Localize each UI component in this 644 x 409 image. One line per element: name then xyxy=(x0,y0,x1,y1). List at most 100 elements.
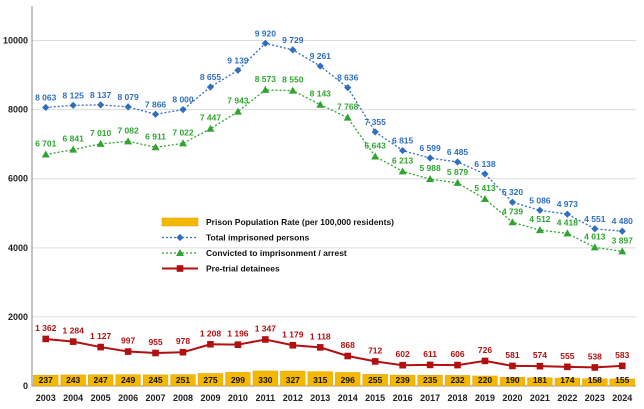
rate-bar-label: 251 xyxy=(176,375,190,385)
rate-bar xyxy=(33,374,59,387)
conv-data-label: 6 213 xyxy=(392,155,414,165)
total-data-label: 8 000 xyxy=(172,95,194,105)
axes: 0 2000 4000 6000 8000 10000 2003 2004 2005 2006 20… xyxy=(3,6,636,403)
y-tick-label: 4000 xyxy=(8,243,28,253)
rate-bar xyxy=(252,370,278,387)
total-point xyxy=(536,206,544,214)
rate-bar-label: 174 xyxy=(560,375,574,385)
pre-data-label: 574 xyxy=(533,350,547,360)
total-point xyxy=(234,66,242,74)
total-point xyxy=(508,198,517,206)
x-tick-label: 2011 xyxy=(256,393,276,403)
total-point xyxy=(399,146,407,155)
pre-point xyxy=(564,363,571,371)
pre-point xyxy=(124,348,132,355)
rate-bar-label: 235 xyxy=(423,375,437,385)
rate-bar-label: 158 xyxy=(588,375,602,385)
conv-data-label: 5 988 xyxy=(419,163,441,173)
pre-point xyxy=(179,348,187,356)
total-point xyxy=(618,227,626,235)
pre-point xyxy=(591,364,599,371)
conv-point xyxy=(398,167,407,175)
total-data-label: 9 920 xyxy=(255,28,277,38)
total-data-label: 4 973 xyxy=(557,199,579,209)
pre-point xyxy=(344,352,352,360)
x-tick-label: 2003 xyxy=(36,393,56,403)
pre-point xyxy=(618,362,626,370)
pre-data-label: 1 208 xyxy=(200,328,222,338)
total-data-label: 9 261 xyxy=(310,51,332,61)
pre-point xyxy=(509,362,516,370)
legend-marker-pre xyxy=(176,265,184,272)
pre-data-label: 1 118 xyxy=(310,331,331,341)
pre-data-label: 538 xyxy=(588,351,602,361)
line-series xyxy=(41,39,627,371)
pre-series-line xyxy=(45,337,623,369)
x-tick-label: 2021 xyxy=(530,393,550,403)
legend-swatch-rate xyxy=(161,217,199,227)
x-tick-label: 2018 xyxy=(448,393,468,403)
pre-data-label: 1 196 xyxy=(227,329,249,339)
pre-data-label: 1 362 xyxy=(35,323,57,333)
pre-point xyxy=(399,361,406,369)
pre-point xyxy=(316,344,324,351)
pre-data-label: 602 xyxy=(396,349,410,359)
rate-bar-label: 190 xyxy=(505,375,519,385)
rate-bar-label: 181 xyxy=(533,375,547,385)
x-tick-label: 2020 xyxy=(502,393,522,403)
pre-data-label: 978 xyxy=(176,336,190,346)
rate-bar-label: 232 xyxy=(450,375,464,385)
total-point xyxy=(481,170,489,178)
conv-point xyxy=(206,124,215,132)
data-labels: 237 243 247 249 245 251 275 299 330 327 315 296 255 2… xyxy=(35,28,633,385)
rate-bar-label: 245 xyxy=(148,375,162,385)
rate-bar xyxy=(499,377,526,387)
conv-data-label: 6 701 xyxy=(35,139,57,149)
rate-bar xyxy=(417,375,443,387)
x-tick-label: 2023 xyxy=(585,393,605,403)
pre-point xyxy=(69,338,77,345)
x-tick-label: 2008 xyxy=(173,393,193,403)
rate-bar xyxy=(88,374,114,387)
conv-point xyxy=(426,175,435,183)
total-data-label: 6 138 xyxy=(474,159,496,169)
rate-bar xyxy=(554,377,580,387)
conv-point xyxy=(563,229,572,237)
rate-bar-label: 299 xyxy=(231,375,245,385)
pre-data-label: 1 179 xyxy=(282,329,304,339)
pre-point xyxy=(536,362,544,370)
conv-data-label: 4 512 xyxy=(529,214,551,224)
rate-bar-label: 249 xyxy=(121,375,135,385)
total-data-label: 5 320 xyxy=(502,187,524,197)
pre-point xyxy=(97,343,104,351)
rate-bar xyxy=(472,375,498,387)
rate-bar-label: 247 xyxy=(94,375,108,385)
conv-point xyxy=(535,226,544,234)
conv-data-label: 7 010 xyxy=(90,128,112,138)
rate-bar xyxy=(142,374,169,387)
rate-bar-label: 296 xyxy=(341,375,355,385)
conv-data-label: 8 143 xyxy=(310,89,332,99)
rate-bar-label: 330 xyxy=(258,375,272,385)
rate-bar xyxy=(197,373,224,387)
rate-bar xyxy=(582,378,608,387)
total-data-label: 8 655 xyxy=(200,72,222,82)
total-series-line xyxy=(45,42,623,232)
conv-point xyxy=(124,137,133,145)
pre-data-label: 712 xyxy=(368,345,382,355)
conv-data-label: 8 550 xyxy=(282,75,304,85)
rate-bar xyxy=(170,374,196,387)
pre-data-label: 1 347 xyxy=(255,323,277,333)
total-data-label: 5 086 xyxy=(529,195,551,205)
total-point xyxy=(591,225,599,233)
total-data-label: 8 125 xyxy=(63,90,85,100)
legend-marker-conv xyxy=(176,249,184,256)
y-tick-label: 8000 xyxy=(8,105,28,115)
rate-bar xyxy=(225,372,251,387)
total-point xyxy=(563,210,571,218)
legend-label-rate: Prison Population Rate (per 100,000 resi… xyxy=(206,217,394,227)
rate-bar xyxy=(390,374,416,387)
conv-data-label: 7 943 xyxy=(227,96,249,106)
total-point xyxy=(344,84,352,92)
pre-data-label: 1 127 xyxy=(90,331,112,341)
